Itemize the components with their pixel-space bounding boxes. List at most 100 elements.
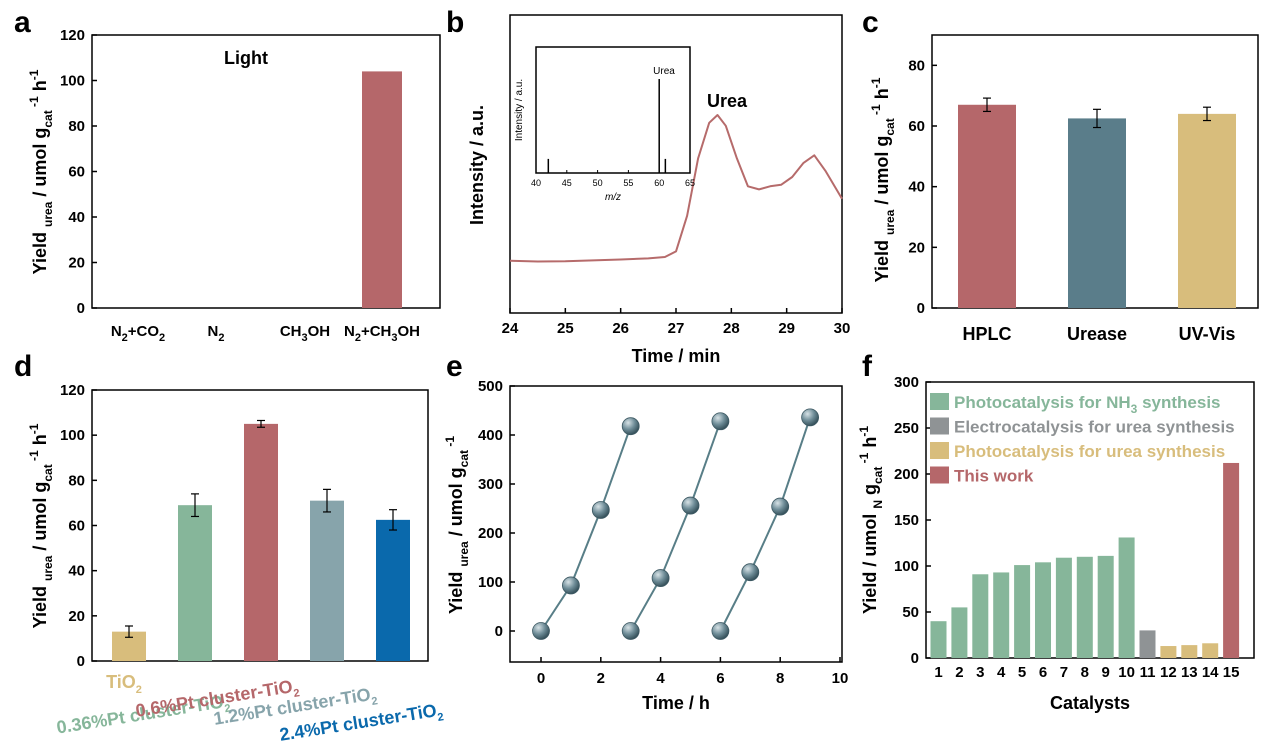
- panel-c-ylabel-text: Yield urea / umol gcat -1 h-1: [869, 77, 897, 282]
- panel-b-inset-tick-label: 55: [623, 178, 633, 188]
- panel-e-point: [562, 576, 580, 595]
- ylabel-sup: -1: [443, 436, 457, 450]
- panel-d-bar: [244, 423, 278, 661]
- label-part: OH: [308, 323, 331, 340]
- panel-e-y-tick-label: 400: [478, 427, 503, 444]
- legend-text: This work: [954, 467, 1034, 486]
- panel-f-x-tick-label: 5: [1018, 664, 1026, 681]
- panel-f-legend-label: Electrocatalysis for urea synthesis: [954, 418, 1235, 437]
- label-sub: 2: [224, 702, 232, 715]
- panel-e-y-tick-label: 0: [495, 623, 503, 640]
- panel-f-legend-swatch: [930, 466, 949, 484]
- panel-a-ylabel-text: Yield urea / umol gcat -1 h-1: [27, 69, 55, 274]
- label-part: N: [208, 323, 219, 340]
- panel-e-point: [621, 417, 640, 436]
- panel-f-x-tick-label: 2: [955, 664, 963, 681]
- panel-e-series-line: [629, 420, 722, 632]
- ylabel-sup: -1: [27, 423, 41, 434]
- label-part: CH: [280, 323, 302, 340]
- label-sub: 2: [159, 332, 165, 344]
- panel-a-y-tick-label: 100: [60, 73, 85, 90]
- panel-b-x-tick-label: 24: [502, 320, 519, 337]
- label-part: ​: [228, 691, 231, 711]
- panel-c-category-label: Urease: [1067, 324, 1127, 344]
- label-part: ​: [375, 683, 378, 703]
- panel-d-bar: [376, 519, 410, 661]
- ylabel-unit: / umol g: [30, 128, 50, 202]
- panel-letter-f: f: [862, 350, 873, 383]
- panel-f-bar: [1035, 562, 1051, 658]
- label-sub: 2: [218, 332, 224, 344]
- panel-f-x-tick-label: 14: [1202, 664, 1219, 681]
- panel-f-bar: [1076, 556, 1093, 658]
- ylabel-sub: urea: [457, 541, 471, 567]
- panel-f-ylabel: Yield / umol N gcat -1 h-1: [857, 426, 885, 614]
- panel-e-x-tick-label: 6: [716, 670, 724, 687]
- panel-f-legend-swatch: [930, 417, 949, 435]
- panel-f-y-tick-label: 50: [902, 604, 919, 621]
- panel-b-inset-tick-label: 50: [593, 178, 603, 188]
- panel-c-y-tick-label: 40: [908, 179, 925, 196]
- panel-e-x-tick-label: 4: [656, 670, 665, 687]
- ylabel-sub: cat: [883, 118, 897, 135]
- ylabel-sup: -1: [857, 452, 871, 466]
- ylabel-unit: h: [30, 80, 50, 96]
- panel-f-bar: [951, 607, 968, 658]
- panel-f-bar: [1181, 645, 1198, 658]
- panel-e-y-tick-label: 100: [478, 574, 503, 591]
- panel-letter-c: c: [862, 6, 879, 39]
- label-part: ​: [441, 699, 444, 719]
- panel-f-y-tick-label: 0: [911, 650, 919, 667]
- panel-f-bar: [1202, 643, 1219, 658]
- panel-b-ylabel-text: Intensity / a.u.: [467, 105, 487, 225]
- panel-f-bar: [1118, 537, 1135, 658]
- ylabel-unit: / umol g: [30, 482, 50, 556]
- panel-b-trace: [509, 114, 843, 263]
- ylabel-sub: cat: [871, 467, 885, 484]
- panel-b-inset-xlabel: m/z: [605, 192, 621, 203]
- ylabel-main: Yield: [872, 235, 892, 282]
- ylabel-sub: N: [871, 500, 885, 509]
- panel-e-y-tick-label: 200: [478, 525, 503, 542]
- ylabel-unit: h: [30, 434, 50, 450]
- panel-e-point: [801, 408, 819, 427]
- panel-f-xlabel: Catalysts: [1050, 693, 1130, 713]
- panel-e-point: [711, 412, 730, 431]
- panel-b-x-tick-label: 30: [834, 320, 851, 337]
- panel-d-y-tick-label: 100: [60, 427, 85, 444]
- panel-b-x-tick-label: 29: [778, 320, 795, 337]
- panel-f-legend-label: This work: [954, 467, 1034, 486]
- ylabel-sup: -1: [27, 450, 41, 464]
- panel-d-y-tick-label: 20: [68, 608, 85, 625]
- panel-b-annotation: Urea: [707, 91, 748, 111]
- panel-a-category-label: N2​: [208, 323, 225, 344]
- panel-b-inset-frame: [535, 46, 691, 174]
- panel-e-y-tick-label: 500: [478, 378, 503, 395]
- panel-e-point: [532, 622, 550, 640]
- panel-f-bar: [1097, 555, 1114, 658]
- panel-f-legend-swatch: [930, 393, 949, 410]
- panel-b-inset-tick-label: 65: [685, 178, 695, 188]
- panel-f-x-tick-label: 11: [1140, 664, 1156, 681]
- panel-c-y-tick-label: 60: [908, 118, 925, 135]
- legend-text: synthesis: [1137, 393, 1220, 412]
- legend-text: Electrocatalysis for urea synthesis: [954, 418, 1235, 437]
- panel-d-category-label: TiO2​: [106, 672, 142, 696]
- panel-f-x-tick-label: 15: [1223, 664, 1240, 681]
- label-sub: 2: [355, 332, 361, 344]
- panel-f-legend-label: Photocatalysis for NH3 synthesis: [954, 393, 1221, 416]
- ylabel-sup: -1: [27, 69, 41, 80]
- ylabel-unit: h: [860, 437, 880, 453]
- label-sub: 2: [136, 684, 142, 696]
- panel-f-bar: [1160, 646, 1177, 658]
- panel-a-y-tick-label: 120: [60, 27, 85, 44]
- panel-f-x-tick-label: 9: [1102, 664, 1110, 681]
- ylabel-sub: urea: [883, 209, 897, 235]
- panel-a-category-label: CH3​OH: [280, 323, 330, 344]
- panel-a-bar: [362, 71, 402, 309]
- label-sub: 2: [437, 711, 445, 724]
- panel-c-bar: [1068, 118, 1126, 309]
- panel-e-point: [591, 501, 610, 519]
- panel-e-point: [621, 622, 640, 640]
